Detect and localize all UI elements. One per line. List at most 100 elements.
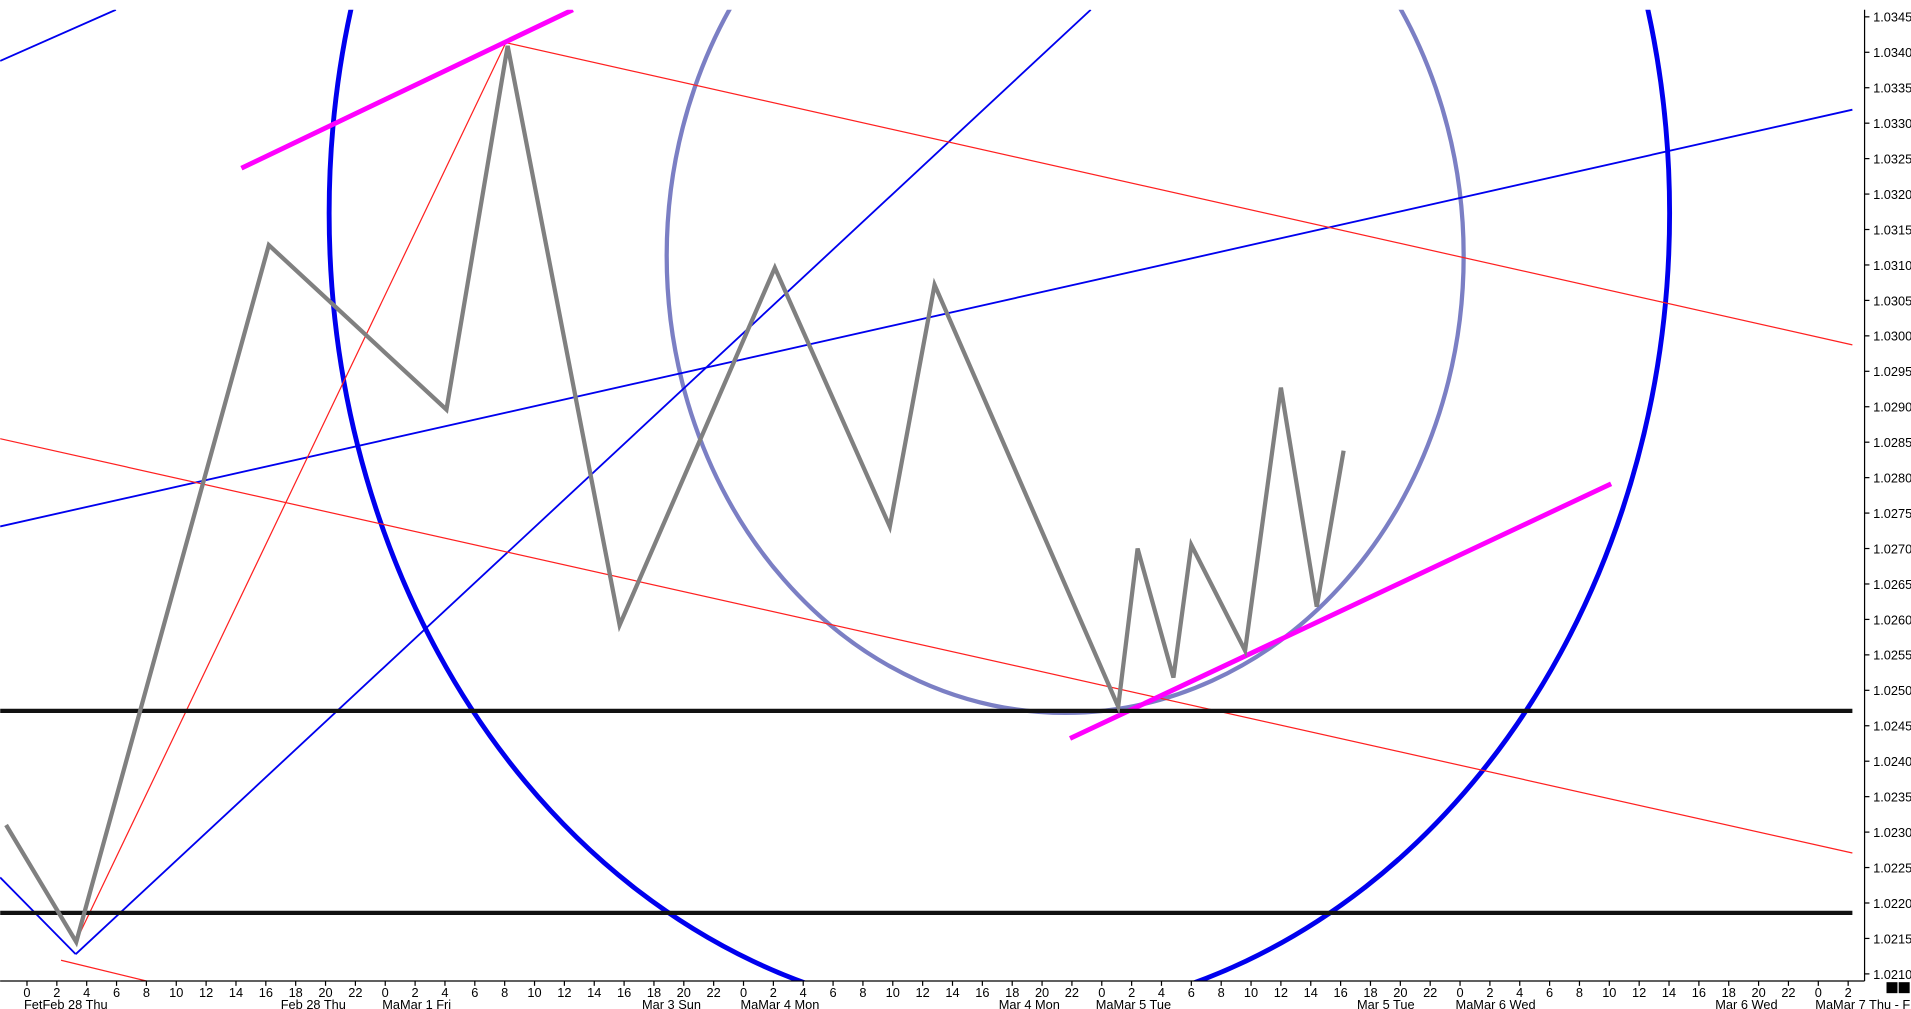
x-tick-label: 0 <box>23 985 30 1000</box>
x-tick-label: 8 <box>501 985 508 1000</box>
x-tick-label: 16 <box>975 985 989 1000</box>
x-tick-label: 4 <box>1158 985 1165 1000</box>
trendline <box>0 876 77 955</box>
y-tick-label: 1.0215 <box>1873 931 1911 946</box>
y-tick-label: 1.0250 <box>1873 683 1911 698</box>
x-tick-label: 16 <box>259 985 273 1000</box>
x-tick-label: 10 <box>886 985 900 1000</box>
y-tick-label: 1.0320 <box>1873 187 1911 202</box>
x-tick-label: 20 <box>1751 985 1765 1000</box>
x-tick-label: 18 <box>1722 985 1736 1000</box>
x-tick-label: 16 <box>1692 985 1706 1000</box>
y-tick-label: 1.0235 <box>1873 790 1911 805</box>
day-label: FetFeb 28 Thu <box>24 997 108 1009</box>
y-tick-label: 1.0300 <box>1873 329 1911 344</box>
y-tick-label: 1.0255 <box>1873 648 1911 663</box>
y-tick-label: 1.0345 <box>1873 10 1911 25</box>
x-tick-label: 18 <box>1005 985 1019 1000</box>
red-line <box>75 42 507 943</box>
day-label: Mar 6 Wed <box>1715 997 1777 1009</box>
x-tick-label: 18 <box>647 985 661 1000</box>
day-label: Feb 28 Thu <box>281 997 346 1009</box>
y-tick-label: 1.0330 <box>1873 116 1911 131</box>
x-tick-label: 6 <box>1546 985 1553 1000</box>
red-line <box>0 438 1853 854</box>
day-label: Mar 5 Tue <box>1357 997 1415 1009</box>
y-tick-label: 1.0210 <box>1873 967 1911 982</box>
y-tick-label: 1.0305 <box>1873 293 1911 308</box>
price-line <box>4 45 1346 948</box>
y-tick-label: 1.0315 <box>1873 222 1911 237</box>
y-tick-label: 1.0340 <box>1873 45 1911 60</box>
x-tick-label: 18 <box>289 985 303 1000</box>
x-tick-label: 12 <box>199 985 213 1000</box>
y-tick-label: 1.0230 <box>1873 825 1911 840</box>
x-tick-label: 22 <box>1423 985 1437 1000</box>
day-label: Mar 4 Mon <box>999 997 1060 1009</box>
x-tick-label: 16 <box>617 985 631 1000</box>
x-tick-label: 4 <box>800 985 807 1000</box>
day-label: Mar 3 Sun <box>642 997 701 1009</box>
day-label: MaMar 1 Fri <box>382 997 451 1009</box>
x-tick-label: 12 <box>1632 985 1646 1000</box>
x-tick-label: 10 <box>169 985 183 1000</box>
x-tick-label: 2 <box>1845 985 1852 1000</box>
x-tick-label: 18 <box>1363 985 1377 1000</box>
marks <box>0 45 1853 948</box>
x-tick-label: 14 <box>1304 985 1318 1000</box>
x-tick-label: 0 <box>1456 985 1463 1000</box>
y-tick-label: 1.0325 <box>1873 151 1911 166</box>
x-tick-label: 0 <box>740 985 747 1000</box>
x-tick-label: 14 <box>1662 985 1676 1000</box>
x-tick-label: 2 <box>1128 985 1135 1000</box>
icon <box>1898 982 1910 994</box>
x-tick-label: 2 <box>53 985 60 1000</box>
x-tick-label: 12 <box>1274 985 1288 1000</box>
x-tick-label: 8 <box>143 985 150 1000</box>
x-tick-label: 12 <box>916 985 930 1000</box>
y-tick-label: 1.0220 <box>1873 896 1911 911</box>
x-tick-label: 4 <box>83 985 90 1000</box>
x-tick-label: 2 <box>1486 985 1493 1000</box>
x-tick-label: 14 <box>945 985 959 1000</box>
y-tick-label: 1.0290 <box>1873 400 1911 415</box>
x-tick-label: 10 <box>1602 985 1616 1000</box>
y-tick-label: 1.0275 <box>1873 506 1911 521</box>
y-tick-label: 1.0295 <box>1873 364 1911 379</box>
day-label: MaMar 7 Thu - F <box>1815 997 1910 1009</box>
x-tick-label: 14 <box>587 985 601 1000</box>
red-line <box>505 42 1853 346</box>
x-tick-label: 8 <box>1218 985 1225 1000</box>
x-tick-label: 10 <box>527 985 541 1000</box>
x-tick-label: 20 <box>1393 985 1407 1000</box>
y-tick-label: 1.0245 <box>1873 719 1911 734</box>
x-tick-label: 2 <box>412 985 419 1000</box>
y-tick-label: 1.0285 <box>1873 435 1911 450</box>
x-tick-label: 6 <box>113 985 120 1000</box>
red-line <box>60 959 147 981</box>
x-tick-label: 4 <box>441 985 448 1000</box>
x-tick-label: 22 <box>1781 985 1795 1000</box>
x-tick-label: 6 <box>471 985 478 1000</box>
y-tick-label: 1.0240 <box>1873 754 1911 769</box>
x-tick-label: 6 <box>1188 985 1195 1000</box>
y-tick-label: 1.0270 <box>1873 541 1911 556</box>
magenta-line <box>1069 481 1613 741</box>
y-tick-label: 1.0265 <box>1873 577 1911 592</box>
x-tick-label: 12 <box>557 985 571 1000</box>
x-tick-label: 0 <box>1098 985 1105 1000</box>
x-tick-label: 20 <box>677 985 691 1000</box>
trendline <box>75 9 1092 955</box>
x-tick-label: 22 <box>707 985 721 1000</box>
y-tick-label: 1.0260 <box>1873 612 1911 627</box>
x-tick-label: 20 <box>1035 985 1049 1000</box>
y-tick-label: 1.0335 <box>1873 81 1911 96</box>
drawings <box>0 9 1853 981</box>
x-tick-label: 22 <box>348 985 362 1000</box>
y-tick-label: 1.0310 <box>1873 258 1911 273</box>
x-tick-label: 8 <box>859 985 866 1000</box>
x-tick-label: 16 <box>1334 985 1348 1000</box>
x-tick-label: 6 <box>830 985 837 1000</box>
